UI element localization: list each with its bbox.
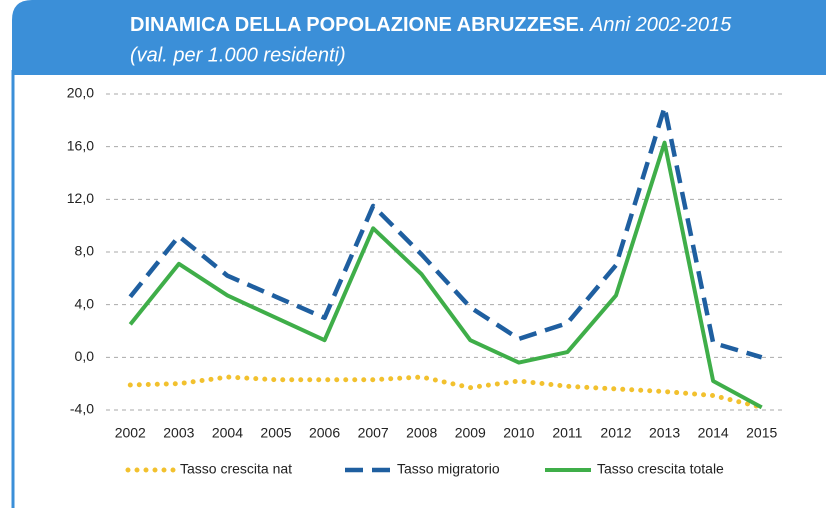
chart-subtitle: Anni 2002-2015 — [589, 14, 732, 36]
x-tick-label: 2009 — [455, 425, 486, 441]
y-tick-label: 4,0 — [75, 295, 95, 311]
series-line — [128, 104, 763, 360]
header-band — [12, 0, 826, 75]
y-tick-label: 8,0 — [75, 243, 95, 259]
y-tick-label: 20,0 — [67, 85, 94, 101]
x-tick-label: 2004 — [212, 425, 243, 441]
legend-label: Tasso crescita nat — [180, 461, 292, 477]
x-tick-label: 2007 — [358, 425, 389, 441]
header-title: DINAMICA DELLA POPOLAZIONE ABRUZZESE. An… — [130, 14, 732, 36]
x-tick-label: 2012 — [600, 425, 631, 441]
x-tick-label: 2014 — [698, 425, 729, 441]
x-tick-label: 2008 — [406, 425, 437, 441]
chart-note: (val. per 1.000 residenti) — [130, 44, 346, 66]
series-line — [127, 374, 765, 410]
y-tick-label: 12,0 — [67, 190, 94, 206]
x-tick-label: 2003 — [163, 425, 194, 441]
y-tick-label: -4,0 — [70, 401, 94, 417]
y-tick-label: 0,0 — [75, 348, 95, 364]
x-tick-label: 2011 — [552, 425, 582, 441]
legend-label: Tasso crescita totale — [597, 461, 724, 477]
x-tick-label: 2013 — [649, 425, 680, 441]
x-tick-label: 2005 — [260, 425, 291, 441]
series-line — [128, 140, 763, 410]
x-tick-label: 2006 — [309, 425, 340, 441]
x-tick-label: 2015 — [746, 425, 777, 441]
x-tick-label: 2002 — [115, 425, 146, 441]
x-tick-label: 2010 — [503, 425, 534, 441]
legend-label: Tasso migratorio — [397, 461, 500, 477]
y-tick-label: 16,0 — [67, 137, 94, 153]
chart-title: DINAMICA DELLA POPOLAZIONE ABRUZZESE. — [130, 14, 584, 36]
